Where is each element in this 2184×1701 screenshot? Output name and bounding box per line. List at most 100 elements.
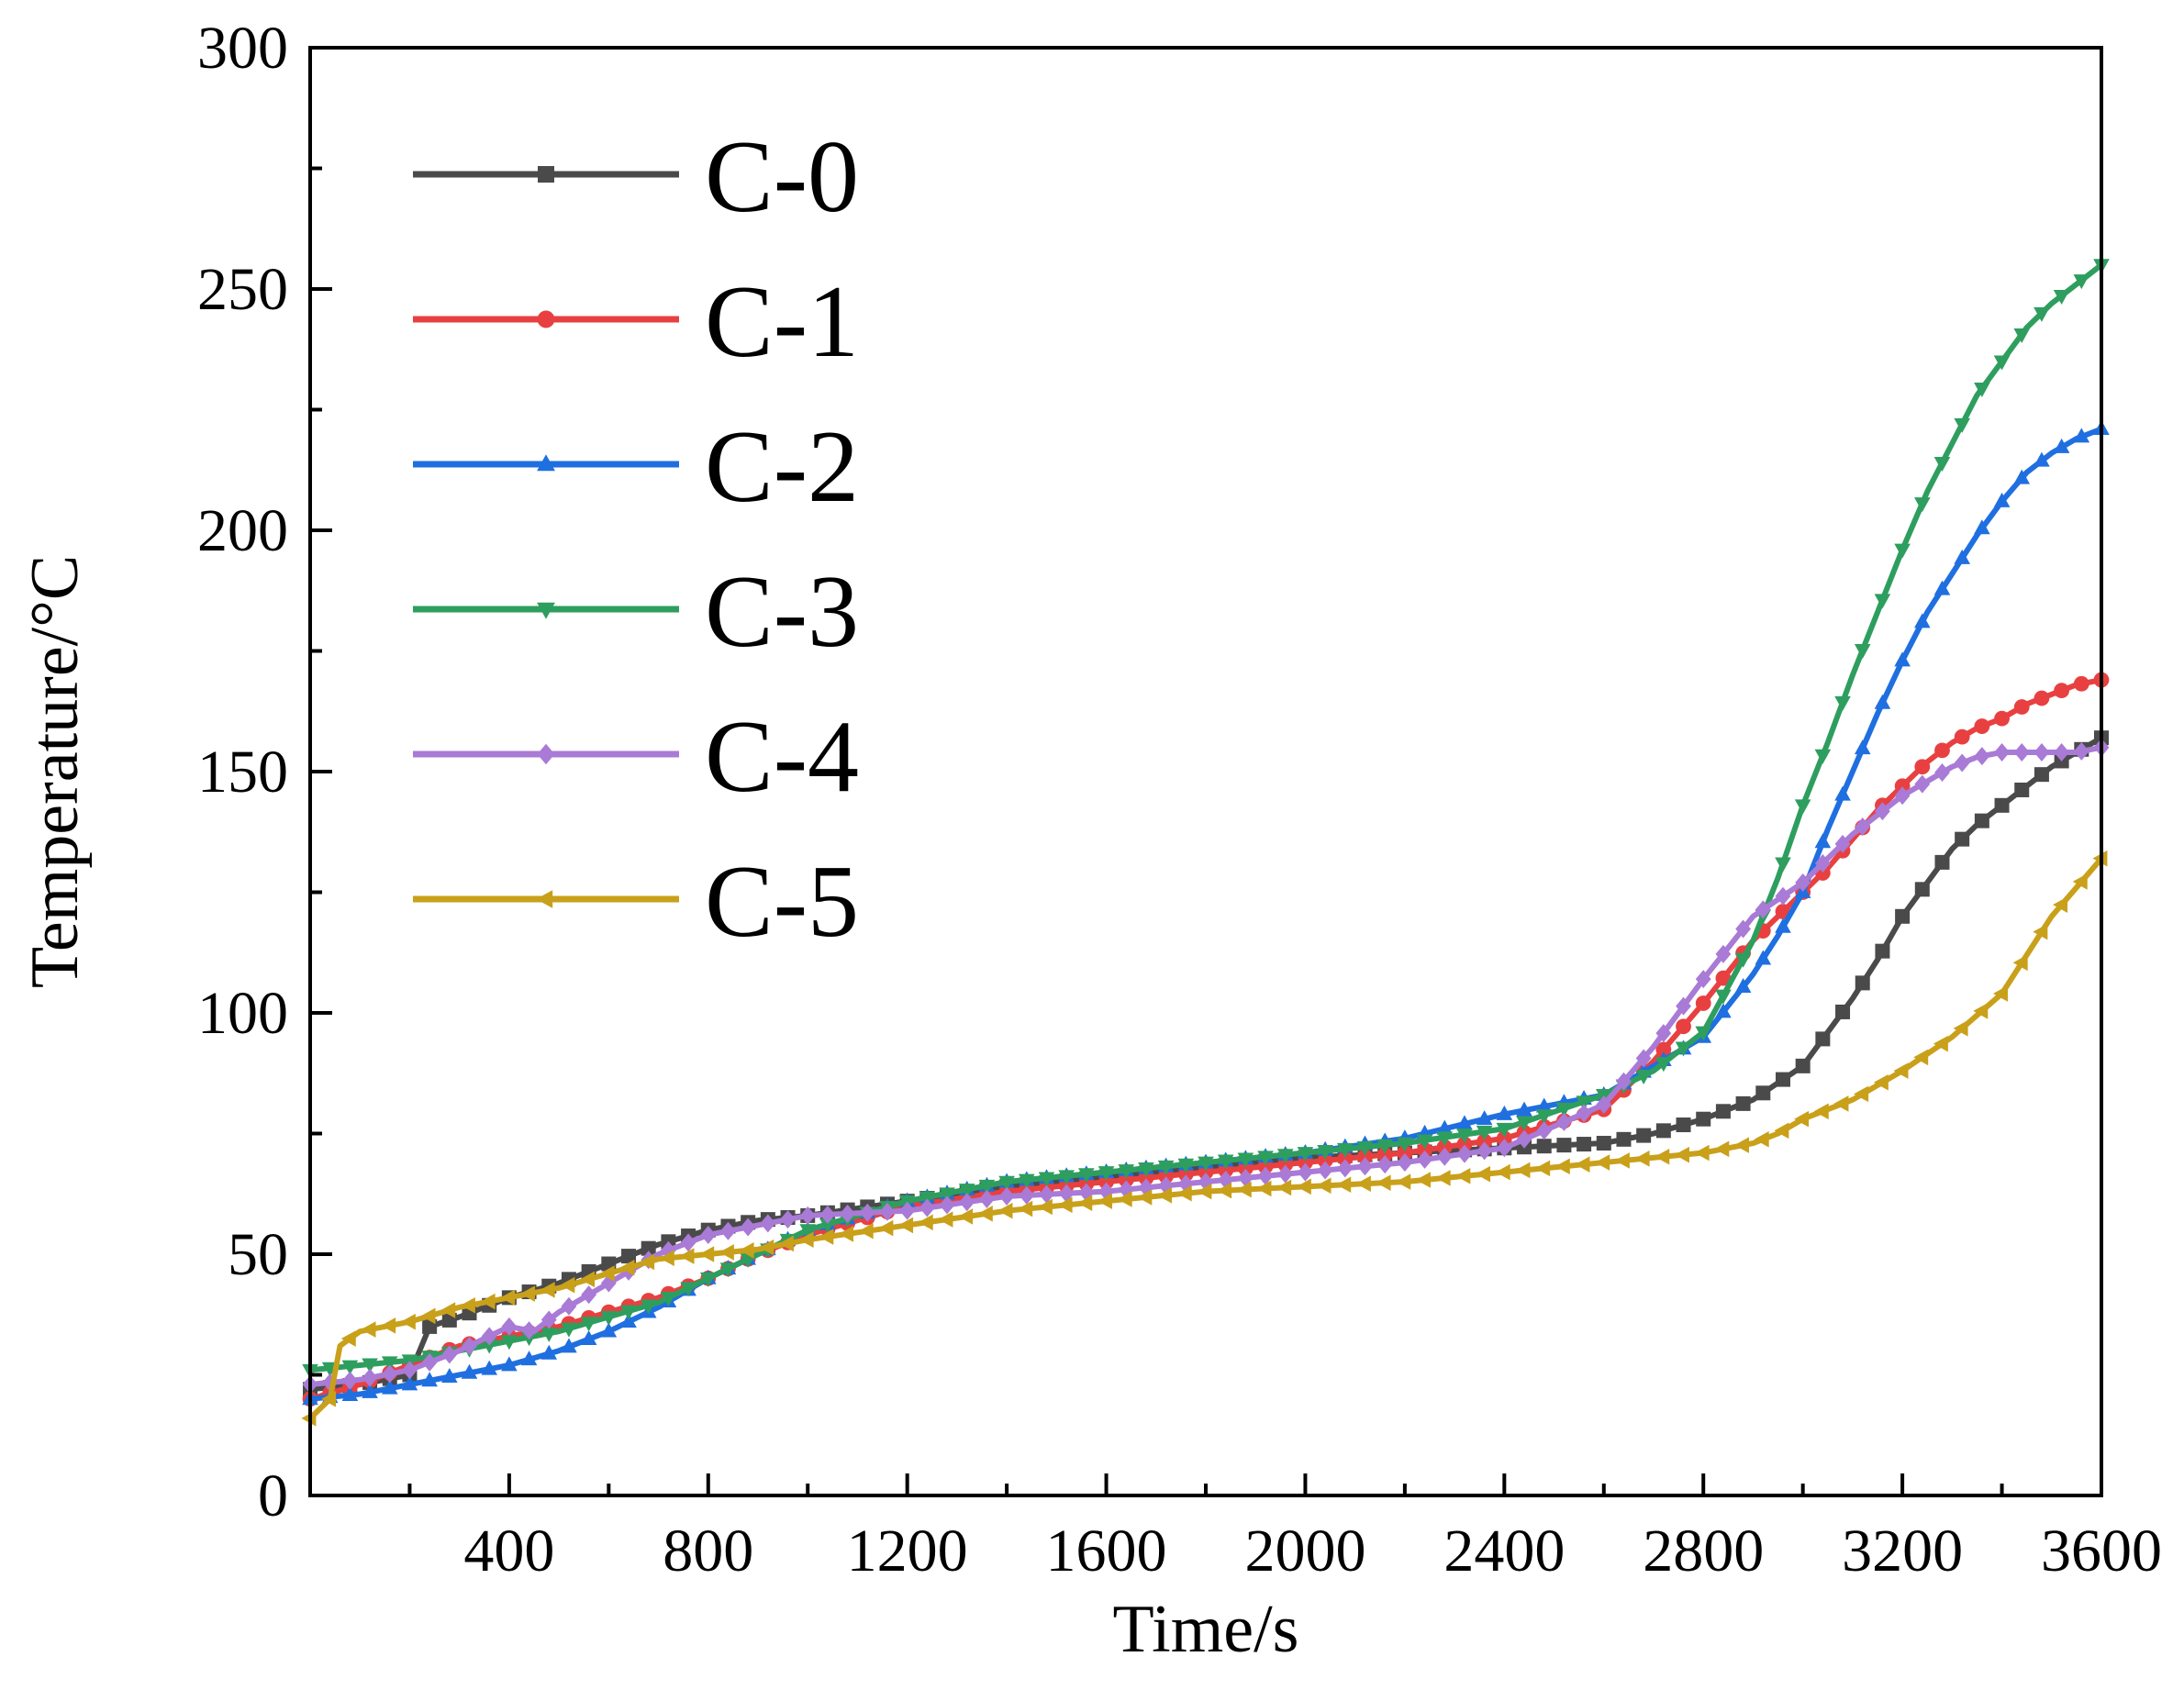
data-point-marker	[1734, 977, 1752, 993]
data-point-marker	[1953, 1020, 1968, 1037]
data-point-marker	[1157, 1187, 1173, 1204]
data-point-marker	[561, 1338, 577, 1353]
data-point-marker	[1775, 1072, 1790, 1087]
data-point-marker	[1974, 813, 1989, 828]
data-point-marker	[1914, 882, 1930, 897]
data-point-marker	[461, 1363, 478, 1379]
data-point-marker	[1535, 1160, 1551, 1177]
data-point-marker	[1933, 580, 1951, 595]
data-point-marker	[1596, 1095, 1612, 1114]
data-point-marker	[440, 1302, 456, 1318]
data-point-marker	[660, 1291, 677, 1306]
x-tick-label: 3200	[1842, 1518, 1963, 1584]
data-point-marker	[361, 1321, 376, 1338]
data-point-marker	[958, 1184, 975, 1199]
data-point-marker	[699, 1272, 717, 1287]
legend: C-0 C-1 C-2 C-3 C-4 C-5	[413, 120, 859, 959]
data-point-marker	[1954, 417, 1970, 433]
data-point-marker	[402, 1361, 418, 1380]
data-point-marker	[1337, 1159, 1354, 1178]
data-point-marker	[1955, 831, 1970, 847]
data-point-marker	[640, 1253, 655, 1271]
data-point-marker	[1357, 1157, 1373, 1176]
legend-label: C-0	[705, 120, 859, 234]
data-point-marker	[759, 1239, 774, 1256]
data-point-marker	[1696, 1111, 1711, 1127]
data-point-marker	[1993, 492, 2011, 507]
y-axis-title: Temperature/°C	[17, 555, 93, 988]
data-point-marker	[1715, 989, 1732, 1005]
data-point-marker	[620, 1313, 637, 1329]
data-point-marker	[1914, 613, 1931, 628]
data-point-marker	[2012, 954, 2028, 972]
data-point-marker	[341, 1385, 359, 1401]
data-point-marker	[1577, 1137, 1592, 1152]
data-point-marker	[537, 602, 555, 619]
data-point-marker	[1795, 873, 1811, 892]
data-point-marker	[2034, 690, 2050, 706]
data-point-marker	[537, 454, 555, 472]
data-point-marker	[680, 1282, 696, 1297]
data-point-marker	[341, 1360, 359, 1375]
data-point-marker	[441, 1345, 458, 1364]
data-point-marker	[481, 1360, 497, 1375]
data-point-marker	[699, 1246, 715, 1262]
data-point-marker	[819, 1228, 834, 1245]
data-point-marker	[1296, 1178, 1311, 1195]
series-c-4	[302, 738, 2110, 1395]
data-point-marker	[381, 1317, 396, 1334]
data-point-marker	[1974, 718, 1990, 734]
data-point-marker	[1894, 778, 1911, 795]
data-point-marker	[1655, 1148, 1670, 1165]
legend-label: C-2	[705, 410, 859, 524]
data-point-marker	[619, 1259, 635, 1276]
data-point-marker	[899, 1201, 916, 1220]
data-point-marker	[977, 1206, 993, 1222]
data-point-marker	[1715, 970, 1732, 986]
y-tick-label: 300	[197, 15, 288, 82]
data-point-marker	[2013, 469, 2031, 484]
data-point-marker	[441, 1368, 458, 1384]
data-point-marker	[1495, 1163, 1510, 1181]
data-point-marker	[1993, 355, 2011, 371]
data-point-marker	[1237, 1168, 1254, 1187]
data-point-marker	[919, 1198, 935, 1217]
data-point-marker	[1018, 1200, 1033, 1217]
data-point-marker	[1317, 1152, 1333, 1169]
data-point-marker	[1714, 1140, 1730, 1158]
data-point-marker	[1635, 1049, 1652, 1068]
data-point-marker	[1158, 1176, 1175, 1195]
data-point-marker	[420, 1307, 436, 1325]
data-point-marker	[1176, 1184, 1192, 1202]
data-point-marker	[1715, 1003, 1732, 1018]
data-point-marker	[958, 1208, 974, 1225]
data-point-marker	[2054, 683, 2070, 699]
data-point-marker	[939, 1187, 955, 1203]
data-point-marker	[2013, 742, 2030, 762]
data-point-marker	[2072, 873, 2088, 890]
data-point-marker	[760, 1214, 776, 1233]
data-point-marker	[1516, 1116, 1532, 1131]
data-point-marker	[1535, 1109, 1553, 1125]
data-point-marker	[1197, 1183, 1212, 1200]
data-point-marker	[680, 1233, 696, 1252]
data-point-marker	[997, 1202, 1013, 1219]
data-point-marker	[1833, 1095, 1849, 1112]
data-point-marker	[1755, 900, 1771, 919]
data-point-marker	[1376, 1174, 1391, 1191]
data-point-marker	[1794, 1110, 1810, 1128]
data-point-marker	[1436, 1147, 1453, 1166]
data-point-marker	[600, 1322, 618, 1338]
data-point-marker	[1875, 802, 1890, 821]
data-point-marker	[1835, 1004, 1851, 1019]
data-point-marker	[720, 1221, 736, 1240]
data-point-marker	[1974, 747, 1990, 766]
data-point-marker	[1556, 1138, 1572, 1153]
data-point-marker	[719, 1244, 734, 1261]
data-point-marker	[719, 1262, 737, 1278]
data-point-marker	[1873, 1073, 1889, 1091]
data-point-marker	[421, 1372, 438, 1387]
data-point-marker	[1098, 1166, 1115, 1182]
data-point-marker	[959, 1193, 975, 1212]
data-point-marker	[659, 1250, 674, 1267]
